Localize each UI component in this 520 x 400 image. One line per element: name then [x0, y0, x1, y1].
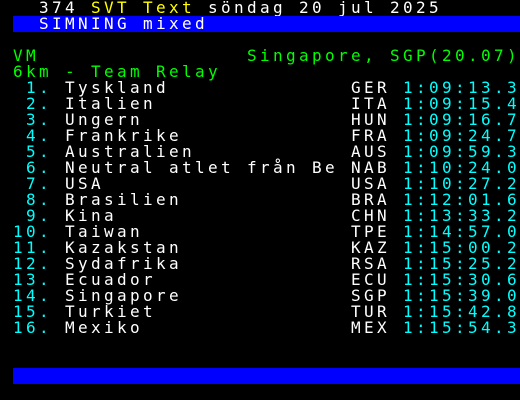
- team-name: Italien: [65, 94, 157, 113]
- country-code: KAZ: [351, 238, 391, 257]
- rank: 15.: [13, 302, 53, 321]
- rank: 13.: [13, 270, 53, 289]
- rank: 7.: [26, 174, 53, 193]
- time: 1:09:15.4: [403, 94, 520, 113]
- country-code: GER: [351, 78, 391, 97]
- team-name: Singapore: [65, 286, 183, 305]
- country-code: FRA: [351, 126, 391, 145]
- rank: 5.: [26, 142, 53, 161]
- date: söndag 20 jul 2025: [208, 0, 443, 17]
- team-name: Turkiet: [65, 302, 157, 321]
- team-name: Mexiko: [65, 318, 144, 337]
- team-name: Sydafrika: [65, 254, 183, 273]
- country-code: TPE: [351, 222, 391, 241]
- rank: 9.: [26, 206, 53, 225]
- rank: 1.: [26, 78, 53, 97]
- team-name: Brasilien: [65, 190, 183, 209]
- rank: 2.: [26, 94, 53, 113]
- country-code: TUR: [351, 302, 391, 321]
- country-code: BRA: [351, 190, 391, 209]
- rank: 4.: [26, 126, 53, 145]
- country-code: USA: [351, 174, 391, 193]
- team-name: Neutral atlet från Be: [65, 158, 339, 177]
- time: 1:15:30.6: [403, 270, 520, 289]
- team-name: Kina: [65, 206, 118, 225]
- time: 1:09:13.3: [403, 78, 520, 97]
- country-code: MEX: [351, 318, 391, 337]
- footer-bar: [13, 368, 520, 384]
- team-name: Australien: [65, 142, 196, 161]
- time: 1:10:24.0: [403, 158, 520, 177]
- country-code: ECU: [351, 270, 391, 289]
- team-name: Ungern: [65, 110, 144, 129]
- time: 1:15:25.2: [403, 254, 520, 273]
- time: 1:12:01.6: [403, 190, 520, 209]
- team-name: USA: [65, 174, 105, 193]
- team-name: Taiwan: [65, 222, 144, 241]
- time: 1:09:16.7: [403, 110, 520, 129]
- time: 1:10:27.2: [403, 174, 520, 193]
- country-code: RSA: [351, 254, 391, 273]
- race: 6km - Team Relay: [13, 62, 222, 81]
- time: 1:09:59.3: [403, 142, 520, 161]
- competition: VM: [13, 46, 40, 65]
- team-name: Ecuador: [65, 270, 157, 289]
- time: 1:15:00.2: [403, 238, 520, 257]
- country-code: AUS: [351, 142, 391, 161]
- section-bar: [13, 16, 520, 32]
- time: 1:15:39.0: [403, 286, 520, 305]
- rank: 11.: [13, 238, 53, 257]
- rank: 12.: [13, 254, 53, 273]
- country-code: NAB: [351, 158, 391, 177]
- time: 1:15:54.3: [403, 318, 520, 337]
- rank: 8.: [26, 190, 53, 209]
- time: 1:09:24.7: [403, 126, 520, 145]
- team-name: Frankrike: [65, 126, 183, 145]
- page-number: 374: [39, 0, 79, 17]
- time: 1:13:33.2: [403, 206, 520, 225]
- country-code: HUN: [351, 110, 391, 129]
- team-name: Tyskland: [65, 78, 170, 97]
- country-code: SGP: [351, 286, 391, 305]
- location: Singapore, SGP(20.07): [247, 46, 520, 65]
- rank: 3.: [26, 110, 53, 129]
- section-title: SIMNING mixed: [39, 14, 209, 33]
- rank: 6.: [26, 158, 53, 177]
- time: 1:14:57.0: [403, 222, 520, 241]
- rank: 16.: [13, 318, 53, 337]
- rank: 14.: [13, 286, 53, 305]
- time: 1:15:42.8: [403, 302, 520, 321]
- country-code: CHN: [351, 206, 391, 225]
- rank: 10.: [13, 222, 53, 241]
- country-code: ITA: [351, 94, 391, 113]
- team-name: Kazakstan: [65, 238, 183, 257]
- service-name: SVT Text: [91, 0, 196, 17]
